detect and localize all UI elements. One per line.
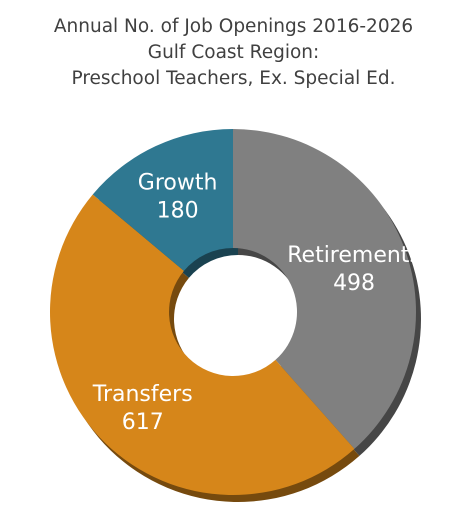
- slice-growth: [92, 129, 233, 271]
- slice-label-growth: Growth: [138, 170, 218, 195]
- chart-title-line-2: Gulf Coast Region:: [147, 42, 320, 63]
- slice-value-transfers: 617: [122, 410, 164, 435]
- donut-slices: [50, 129, 416, 495]
- slice-label-retirements: Retirements: [287, 243, 421, 268]
- chart-title: Annual No. of Job Openings 2016-2026 Gul…: [0, 14, 467, 92]
- chart-title-line-1: Annual No. of Job Openings 2016-2026: [53, 16, 414, 37]
- slice-value-growth: 180: [157, 198, 199, 223]
- donut-labels: Retirements 498 Transfers 617 Growth 180: [92, 170, 421, 435]
- slice-label-transfers: Transfers: [92, 382, 193, 407]
- slice-transfers: [50, 194, 355, 495]
- chart-title-line-3: Preschool Teachers, Ex. Special Ed.: [71, 68, 396, 89]
- slice-retirements: [233, 129, 416, 449]
- slice-value-retirements: 498: [333, 271, 375, 296]
